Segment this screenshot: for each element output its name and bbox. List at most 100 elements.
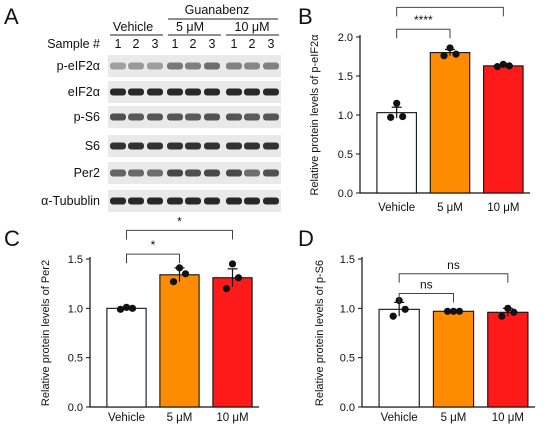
- y-tick-label: 0.0: [340, 402, 355, 414]
- bar: [159, 274, 200, 408]
- blot-band: [204, 197, 220, 205]
- data-point: [387, 113, 395, 121]
- data-point: [446, 44, 454, 52]
- blot-band: [128, 169, 144, 177]
- blot-band: [244, 113, 260, 121]
- blot-band: [226, 113, 242, 121]
- blot-band: [185, 142, 201, 150]
- bar: [212, 277, 253, 408]
- blot-band: [204, 88, 220, 96]
- data-point: [510, 308, 518, 316]
- blot-band: [263, 113, 279, 121]
- blot-band: [244, 197, 260, 205]
- bar: [429, 52, 471, 194]
- sample-number: 2: [133, 37, 140, 51]
- blot-band: [128, 142, 144, 150]
- significance-label: ***: [443, 0, 457, 5]
- blot-group-vehicle: Vehicle: [113, 20, 153, 34]
- data-point: [499, 60, 507, 68]
- blot-band: [263, 88, 279, 96]
- blot-band: [167, 88, 183, 96]
- blot-band: [128, 88, 144, 96]
- sample-number: 1: [172, 37, 179, 51]
- chart-p-s6: 0.0 0.5 1.0 1.5 Relative protein levels of p…: [314, 254, 535, 424]
- data-point: [449, 307, 458, 315]
- significance-bracket: [126, 229, 233, 240]
- blot-band: [128, 62, 144, 70]
- significance-label: *: [151, 238, 156, 252]
- y-tick-label: 2.0: [338, 32, 353, 44]
- blot-band: [110, 88, 126, 96]
- blot-band: [167, 113, 183, 121]
- blot-band: [185, 88, 201, 96]
- significance-label: ****: [414, 13, 433, 27]
- blot-band: [204, 142, 220, 150]
- sample-number: 3: [209, 37, 216, 51]
- blot-band: [167, 169, 183, 177]
- sample-number: 3: [268, 37, 275, 51]
- blot-band: [204, 62, 220, 70]
- bar: [376, 112, 417, 194]
- data-point: [443, 307, 452, 315]
- blot-band: [167, 62, 183, 70]
- significance-bracket: [396, 28, 451, 39]
- blot-band: [244, 62, 260, 70]
- data-point: [234, 274, 243, 282]
- panel-letter-c: C: [4, 226, 20, 251]
- blot-row-label: α-Tubublin: [41, 194, 100, 208]
- blot-band: [110, 142, 126, 150]
- category-label: 5 μM: [437, 202, 463, 214]
- blot-row-label: p-S6: [74, 110, 100, 124]
- y-tick-label: 1.5: [68, 254, 83, 266]
- blot-band: [110, 169, 126, 177]
- y-tick-label: 0.5: [338, 149, 353, 161]
- significance-bracket: [398, 293, 454, 303]
- blot-band: [226, 169, 242, 177]
- blot-band: [263, 62, 279, 70]
- blot-band: [147, 169, 163, 177]
- panel-letter-d: D: [298, 226, 314, 251]
- blot-band: [167, 197, 183, 205]
- category-label: 10 μM: [487, 202, 519, 214]
- blot-row-label: eIF2α: [68, 85, 100, 99]
- blot-band: [244, 169, 260, 177]
- category-label: 10 μM: [492, 412, 524, 424]
- bar: [432, 310, 475, 408]
- data-point: [169, 278, 178, 286]
- y-axis-label: Relative protein levels of Per2: [40, 260, 52, 406]
- blot-row-label: Per2: [74, 166, 100, 180]
- category-label: 5 μM: [167, 412, 193, 424]
- data-point: [228, 260, 237, 268]
- y-axis-label: Relative protein levels of p-S6: [314, 260, 326, 406]
- significance-label: ns: [420, 278, 433, 292]
- category-label: 10 μM: [216, 412, 248, 424]
- blot-band: [244, 88, 260, 96]
- blot-band: [185, 197, 201, 205]
- y-axis-label: Relative protein levels of p-eIF2α: [309, 34, 321, 196]
- bar: [483, 65, 524, 194]
- blot-band: [226, 197, 242, 205]
- bar: [106, 307, 147, 408]
- panel-letter-a: A: [4, 4, 19, 29]
- data-point: [122, 303, 131, 311]
- blot-band: [147, 62, 163, 70]
- category-label: Vehicle: [108, 412, 145, 424]
- sample-number: 2: [190, 37, 197, 51]
- y-tick-label: 1.5: [340, 254, 355, 266]
- significance-bracket: [126, 253, 180, 264]
- blot-band: [226, 88, 242, 96]
- data-point: [222, 285, 231, 293]
- significance-bracket: [396, 6, 504, 17]
- chart-per2: 0.0 0.5 1.0 1.5 Relative protein levels of P…: [40, 214, 259, 424]
- blot-band: [263, 169, 279, 177]
- blot-band: [185, 169, 201, 177]
- blot-band: [185, 62, 201, 70]
- panel-letter-b: B: [298, 4, 313, 29]
- y-tick-label: 0.5: [68, 353, 83, 365]
- blot-band: [147, 88, 163, 96]
- data-point: [452, 50, 460, 58]
- y-tick-label: 1.0: [340, 303, 355, 315]
- blot-band: [244, 142, 260, 150]
